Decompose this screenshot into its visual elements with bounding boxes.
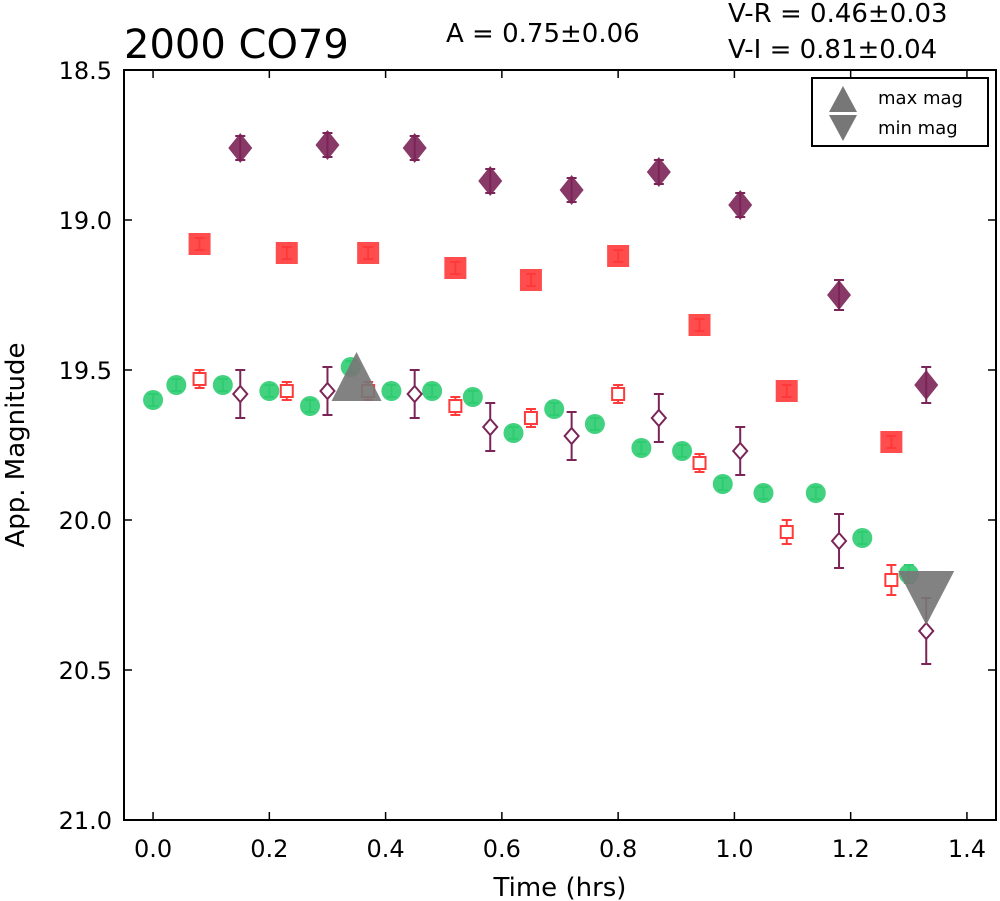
min-mag-marker [898,571,955,625]
data-point-circle [212,375,233,395]
data-point-circle [422,381,443,401]
x-tick-label: 0.2 [250,835,288,863]
data-point-circle [631,438,652,458]
y-tick-label: 21.0 [59,807,112,835]
data-point-diamond [402,133,427,163]
chart-title: 2000 CO79 [124,22,349,68]
data-point-circle [300,396,321,416]
data-point-circle [462,387,483,407]
vi-color-annotation: V-I = 0.81±0.04 [728,35,937,65]
data-point-open-square [884,573,899,587]
legend-min-mag-marker [829,115,857,141]
x-tick-label: 0.8 [599,835,637,863]
axis-ticks: 0.0 0.2 0.4 0.6 0.8 1.0 1.2 1.4 18.5 19.0 19.5 20.0… [59,57,996,863]
data-point-open-diamond [231,384,249,404]
data-point-square [688,314,711,336]
data-point-circle [544,399,565,419]
y-tick-label: 19.5 [59,357,112,385]
data-point-square [275,242,298,264]
data-point-square [444,257,467,279]
data-point-diamond [646,157,671,187]
data-point-circle [584,414,605,434]
legend-min-mag-label: min mag [878,118,958,139]
data-point-open-square [611,387,626,401]
data-point-circle [143,390,164,410]
data-point-open-square [692,456,707,470]
x-tick-label: 1.2 [832,835,870,863]
data-point-circle [712,474,733,494]
x-tick-label: 1.0 [715,835,753,863]
y-tick-label: 19.0 [59,207,112,235]
data-point-circle [805,483,826,503]
max-mag-marker [331,352,382,401]
data-point-square [188,233,211,255]
y-tick-label: 20.5 [59,657,112,685]
data-point-diamond [728,190,753,220]
data-point-open-diamond [406,384,423,404]
data-point-open-diamond [731,441,749,461]
data-point-diamond [827,280,852,310]
data-point-square [357,242,380,264]
data-point-open-square [779,525,794,539]
data-point-open-square [448,399,463,413]
plot-frame [123,69,997,821]
data-point-circle [852,528,873,548]
data-point-diamond [228,133,253,163]
data-point-open-square [192,372,207,386]
data-point-open-diamond [563,426,580,446]
data-point-square [607,245,630,267]
data-point-diamond [559,175,584,205]
data-point-open-diamond [650,408,668,428]
x-tick-label: 0.4 [367,835,405,863]
data-point-diamond [914,370,939,400]
y-axis-label: App. Magnitude [1,342,31,547]
legend: max mag min mag [811,77,989,147]
data-point-circle [259,381,280,401]
data-point-square [519,269,542,291]
legend-max-mag-marker [829,86,857,112]
data-point-circle [753,483,774,503]
extrema-markers [331,352,955,625]
data-point-circle [166,375,187,395]
vr-color-annotation: V-R = 0.46±0.03 [728,0,948,29]
data-point-open-square [279,384,294,398]
y-tick-label: 18.5 [59,57,112,85]
data-point-circle [672,441,693,461]
y-tick-label: 20.0 [59,507,112,535]
data-point-open-diamond [319,381,336,401]
amplitude-annotation: A = 0.75±0.06 [446,19,640,49]
data-point-square [775,380,798,402]
data-point-open-diamond [481,417,499,437]
data-point-circle [503,423,524,443]
data-point-diamond [478,166,503,196]
x-tick-label: 1.4 [948,835,986,863]
data-point-diamond [315,130,340,160]
data-point-open-diamond [917,621,935,641]
data-point-square [880,431,903,453]
legend-max-mag-label: max mag [878,88,963,109]
x-axis-label: Time (hrs) [493,873,627,901]
data-point-open-diamond [830,531,848,551]
x-tick-label: 0.6 [483,835,521,863]
data-markers [143,130,939,665]
data-point-circle [381,381,402,401]
x-tick-label: 0.0 [134,835,172,863]
data-point-open-square [523,411,538,425]
